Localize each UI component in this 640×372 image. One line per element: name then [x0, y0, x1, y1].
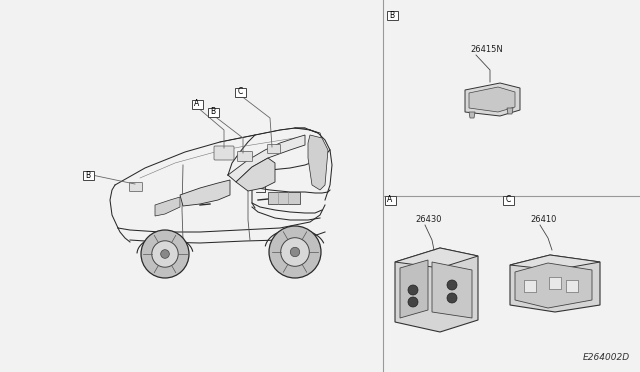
Polygon shape [465, 83, 520, 116]
Circle shape [447, 293, 457, 303]
FancyBboxPatch shape [385, 196, 396, 205]
Text: 26430: 26430 [415, 215, 442, 224]
Circle shape [152, 241, 178, 267]
Polygon shape [469, 87, 515, 112]
Text: B: B [389, 10, 395, 19]
Circle shape [291, 247, 300, 257]
Text: B: B [85, 170, 91, 180]
Polygon shape [510, 255, 600, 270]
Polygon shape [515, 263, 592, 308]
FancyBboxPatch shape [502, 196, 513, 205]
FancyBboxPatch shape [83, 170, 93, 180]
Polygon shape [469, 112, 475, 118]
Text: 26410: 26410 [530, 215, 556, 224]
FancyBboxPatch shape [387, 10, 397, 19]
Text: A: A [195, 99, 200, 109]
Polygon shape [549, 277, 561, 289]
Polygon shape [507, 108, 513, 114]
Polygon shape [180, 180, 230, 206]
Text: C: C [237, 87, 243, 96]
Circle shape [408, 297, 418, 307]
Circle shape [161, 250, 170, 258]
Polygon shape [400, 260, 428, 318]
Polygon shape [395, 248, 478, 332]
FancyBboxPatch shape [214, 146, 234, 160]
FancyBboxPatch shape [207, 108, 218, 116]
Polygon shape [268, 192, 300, 204]
Polygon shape [566, 280, 578, 292]
Circle shape [281, 238, 309, 266]
Text: E264002D: E264002D [583, 353, 630, 362]
Polygon shape [524, 280, 536, 292]
Polygon shape [236, 158, 275, 191]
Circle shape [408, 285, 418, 295]
Text: B: B [211, 108, 216, 116]
Circle shape [141, 230, 189, 278]
Circle shape [269, 226, 321, 278]
Text: C: C [506, 196, 511, 205]
FancyBboxPatch shape [191, 99, 202, 109]
Polygon shape [155, 197, 180, 216]
FancyBboxPatch shape [237, 151, 253, 161]
FancyBboxPatch shape [268, 144, 280, 154]
Polygon shape [395, 248, 478, 268]
FancyBboxPatch shape [129, 183, 143, 192]
Text: 26415N: 26415N [470, 45, 503, 55]
Polygon shape [228, 135, 305, 182]
Polygon shape [510, 255, 600, 312]
Polygon shape [432, 262, 472, 318]
Polygon shape [308, 135, 328, 190]
FancyBboxPatch shape [234, 87, 246, 96]
Text: A: A [387, 196, 392, 205]
Circle shape [447, 280, 457, 290]
